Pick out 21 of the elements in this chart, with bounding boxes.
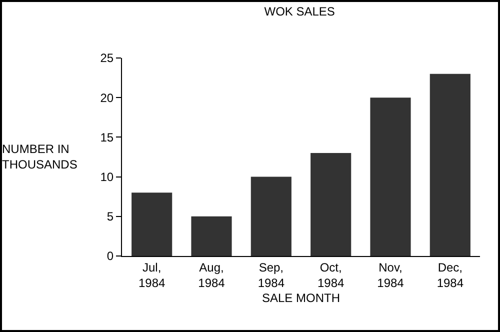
bar [430, 74, 470, 256]
bar [132, 192, 172, 256]
x-tick-label: Oct, 1984 [317, 260, 344, 290]
bar [370, 98, 411, 256]
x-tick-label: Aug, 1984 [198, 260, 226, 290]
y-tick-label: 20 [100, 90, 114, 105]
bar [191, 216, 232, 256]
y-tick-label: 25 [100, 51, 114, 66]
x-tick-label: Jul, 1984 [138, 260, 166, 290]
y-tick-label: 0 [106, 249, 114, 264]
bar [250, 176, 292, 256]
y-tick-label: 15 [100, 130, 114, 144]
x-tick-label: Dec, 1984 [436, 260, 464, 290]
y-tick-label: 5 [106, 210, 114, 224]
y-axis-title: NUMBER IN THOUSANDS [2, 142, 78, 172]
x-tick-label: Nov, 1984 [377, 260, 404, 290]
x-axis-title: SALE MONTH [262, 290, 340, 305]
y-tick-label: 10 [100, 170, 114, 184]
x-tick-label: Sep, 1984 [258, 260, 285, 290]
chart-title: WOK SALES [264, 4, 335, 18]
bar [310, 153, 352, 256]
